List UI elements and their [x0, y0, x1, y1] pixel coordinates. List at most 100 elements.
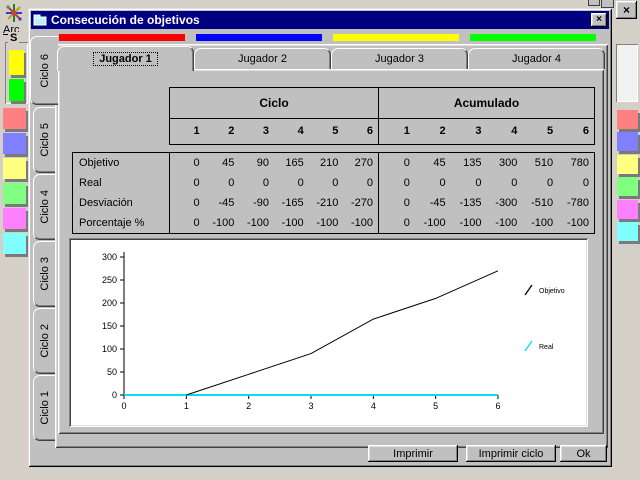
- tab-label: Ciclo 2: [38, 324, 51, 358]
- parent-close-button[interactable]: ×: [616, 1, 637, 19]
- table-cell: 780: [570, 157, 589, 169]
- tab-label: Jugador 3: [375, 53, 424, 65]
- tab-jugador-2[interactable]: Jugador 2: [194, 48, 331, 69]
- imprimir-button[interactable]: Imprimir: [368, 445, 458, 462]
- parent-panel-fragment: [616, 44, 638, 102]
- tab-label: Jugador 1: [93, 52, 158, 66]
- legend-objetivo-label: Objetivo: [539, 288, 565, 295]
- parent-minimize-button-fragment[interactable]: [588, 0, 600, 6]
- color-swatch[interactable]: [3, 108, 26, 129]
- table-cell: -780: [566, 197, 589, 209]
- table-col-header: 6: [582, 125, 589, 137]
- table-cell: 300: [498, 157, 518, 169]
- y-tick-label: 100: [102, 344, 117, 354]
- table-header: Ciclo 1 2 3 4 5 6 Acumulado 1 2 3 4 5 6: [169, 87, 595, 145]
- table-cell: 0: [228, 177, 235, 189]
- table-col-header: 2: [228, 125, 235, 137]
- table-cell: 0: [403, 157, 410, 169]
- imprimir-ciclo-button[interactable]: Imprimir ciclo: [466, 445, 556, 462]
- player-color-bar-jugador-1: [59, 34, 185, 41]
- color-swatch[interactable]: [617, 177, 638, 197]
- table-cell: -100: [459, 217, 482, 229]
- table-cell: 0: [262, 177, 270, 189]
- y-tick-label: 0: [112, 390, 117, 400]
- y-tick-label: 300: [102, 252, 117, 262]
- tab-ciclo-6[interactable]: Ciclo 6: [30, 36, 58, 105]
- table-row: 0 -45 -90 -165 -210 -270: [170, 193, 378, 213]
- color-swatch[interactable]: [3, 208, 26, 229]
- color-swatch[interactable]: [3, 233, 26, 254]
- table-row-label: Porcentaje %: [79, 217, 145, 229]
- tab-ciclo-3[interactable]: Ciclo 3: [33, 241, 55, 307]
- tab-label: Ciclo 4: [38, 190, 51, 224]
- table-cell: -45: [218, 197, 235, 209]
- table-cell: 0: [403, 197, 410, 209]
- table-group-acumulado: Acumulado 1 2 3 4 5 6: [378, 88, 594, 144]
- table-col-header: 3: [262, 125, 270, 137]
- dialog-close-button[interactable]: ×: [591, 13, 607, 27]
- table-cell: 510: [534, 157, 554, 169]
- color-swatch[interactable]: [3, 183, 26, 204]
- color-swatch[interactable]: [617, 222, 638, 241]
- color-swatch[interactable]: [3, 133, 26, 154]
- tab-jugador-1[interactable]: Jugador 1: [57, 46, 194, 71]
- x-tick-label: 1: [184, 401, 189, 411]
- x-tick-label: 5: [433, 401, 438, 411]
- player-color-bar-jugador-3: [333, 34, 459, 41]
- window-icon: [33, 14, 47, 26]
- tab-label: Ciclo 3: [38, 257, 51, 291]
- table-cell: 0: [439, 177, 446, 189]
- table-cell: -100: [316, 217, 339, 229]
- group-box-label: S: [8, 32, 20, 44]
- table-cell: 0: [475, 177, 482, 189]
- series-objetivo-line: [186, 270, 499, 396]
- table-cell: 90: [256, 157, 270, 169]
- table-cell: -100: [566, 217, 589, 229]
- table-cell: -100: [495, 217, 518, 229]
- color-swatch[interactable]: [617, 110, 638, 129]
- tab-ciclo-2[interactable]: Ciclo 2: [33, 308, 55, 374]
- x-tick-label: 2: [246, 401, 251, 411]
- x-tick-label: 0: [121, 401, 126, 411]
- tab-label: Jugador 2: [238, 53, 287, 65]
- table-col-header: 6: [366, 125, 374, 137]
- table-cell: 0: [332, 177, 339, 189]
- tab-jugador-4[interactable]: Jugador 4: [468, 48, 605, 69]
- table-cell: 0: [193, 157, 200, 169]
- color-swatch[interactable]: [9, 50, 24, 75]
- color-swatch[interactable]: [3, 158, 26, 179]
- y-tick-label: 250: [102, 275, 117, 285]
- table-cell: -100: [423, 217, 446, 229]
- color-swatch[interactable]: [617, 132, 638, 152]
- color-swatch[interactable]: [617, 199, 638, 219]
- table-cell: -210: [316, 197, 339, 209]
- color-swatch[interactable]: [617, 154, 638, 174]
- table-cell: 45: [433, 157, 446, 169]
- table-cell: -300: [495, 197, 518, 209]
- y-tick-label: 150: [102, 321, 117, 331]
- tab-ciclo-4[interactable]: Ciclo 4: [33, 174, 55, 240]
- table-row: 0 -100 -100 -100 -100 -100: [379, 213, 594, 233]
- ok-button[interactable]: Ok: [560, 445, 607, 462]
- app-icon: [3, 2, 25, 24]
- tab-ciclo-5[interactable]: Ciclo 5: [33, 107, 55, 173]
- tab-ciclo-1[interactable]: Ciclo 1: [33, 375, 55, 441]
- color-swatch[interactable]: [9, 79, 24, 101]
- parent-maximize-button-fragment[interactable]: [601, 0, 614, 8]
- table-cell: 0: [193, 217, 200, 229]
- table-row: 0 0 0 0 0 0: [170, 173, 378, 193]
- table-col-header: 1: [403, 125, 410, 137]
- dialog-consecucion-de-objetivos: Consecución de objetivos × Ciclo 6 Ciclo …: [28, 8, 612, 467]
- table-cell: 0: [582, 177, 589, 189]
- menu-item-archivo[interactable]: Arc: [3, 24, 20, 36]
- table-row-labels: Objetivo Real Desviación Porcentaje %: [72, 152, 170, 234]
- table-cell: -45: [429, 197, 446, 209]
- table-cell: -165: [281, 197, 304, 209]
- y-tick-label: 200: [102, 298, 117, 308]
- table-row: 0 -45 -135 -300 -510 -780: [379, 193, 594, 213]
- tab-label: Ciclo 1: [38, 391, 51, 425]
- tab-jugador-3[interactable]: Jugador 3: [331, 48, 468, 69]
- player-color-bar-jugador-2: [196, 34, 322, 41]
- table-cell: -510: [531, 197, 554, 209]
